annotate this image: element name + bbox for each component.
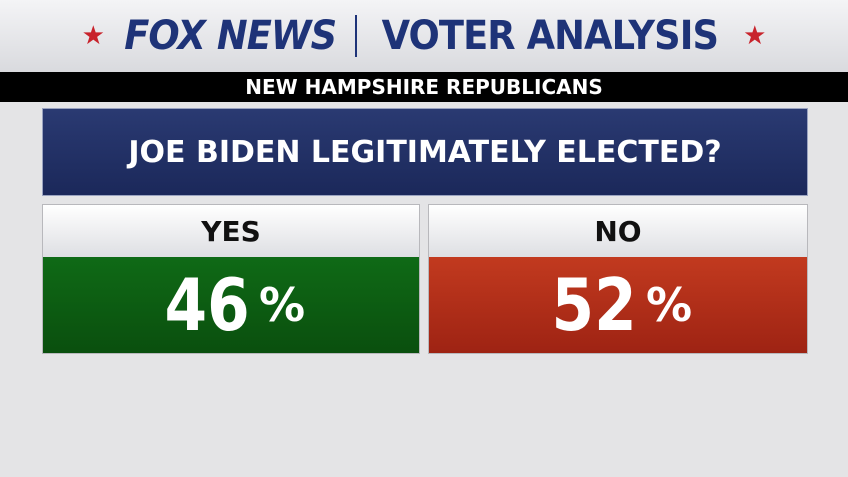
subtitle: NEW HAMPSHIRE REPUBLICANS xyxy=(0,72,848,102)
unit: % xyxy=(259,278,306,332)
separator xyxy=(355,15,358,57)
option-value: 46% xyxy=(43,257,419,353)
value: 46 xyxy=(164,263,250,347)
question: JOE BIDEN LEGITIMATELY ELECTED? xyxy=(42,108,808,196)
unit: % xyxy=(646,278,693,332)
star: ★ xyxy=(81,21,105,51)
option-no: NO 52% xyxy=(428,204,808,354)
option-label: YES xyxy=(43,205,419,257)
star: ★ xyxy=(743,21,767,51)
header: ★ FOX NEWS VOTER ANALYSIS ★ xyxy=(0,0,848,72)
brand: FOX NEWS xyxy=(124,13,337,59)
option-value: 52% xyxy=(429,257,807,353)
option-label: NO xyxy=(429,205,807,257)
header-title: VOTER ANALYSIS xyxy=(381,13,719,59)
option-yes: YES 46% xyxy=(42,204,420,354)
value: 52 xyxy=(551,263,637,347)
